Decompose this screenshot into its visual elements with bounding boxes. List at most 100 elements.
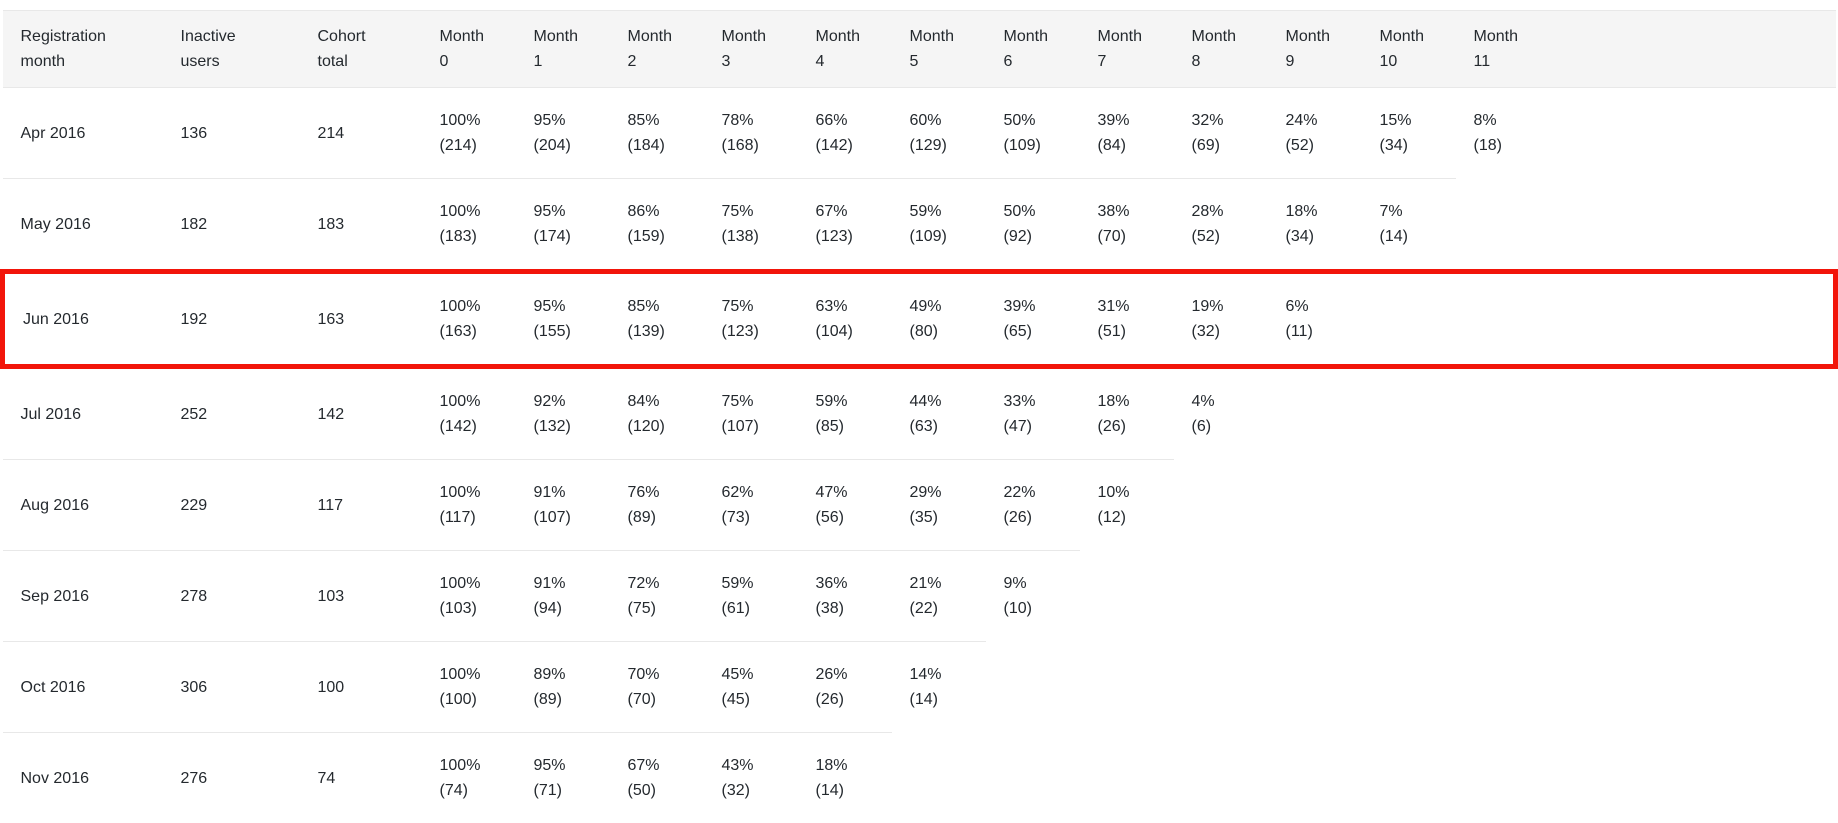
retention-cell <box>1456 642 1836 733</box>
retention-cell: 50% (92) <box>986 179 1080 272</box>
column-header-label: Month 11 <box>1474 24 1518 74</box>
retention-cell <box>1080 642 1174 733</box>
retention-cell: 4% (6) <box>1174 367 1268 460</box>
retention-cell <box>1268 460 1362 551</box>
column-header-label: Registration month <box>21 24 106 74</box>
column-header: Month 10 <box>1362 11 1456 88</box>
retention-cell: 22% (26) <box>986 460 1080 551</box>
cohort-total-cell: 183 <box>300 179 422 272</box>
inactive-users-cell: 306 <box>163 642 300 733</box>
column-header-label: Month 4 <box>816 24 860 74</box>
retention-cell <box>1174 551 1268 642</box>
inactive-users-cell: 136 <box>163 88 300 179</box>
retention-cell: 50% (109) <box>986 88 1080 179</box>
retention-cell: 72% (75) <box>610 551 704 642</box>
column-header: Month 9 <box>1268 11 1362 88</box>
retention-cell: 85% (139) <box>610 272 704 367</box>
column-header: Month 0 <box>422 11 516 88</box>
retention-cell <box>986 642 1080 733</box>
retention-cell: 100% (117) <box>422 460 516 551</box>
column-header: Month 8 <box>1174 11 1268 88</box>
column-header-label: Month 3 <box>722 24 766 74</box>
retention-cell: 43% (32) <box>704 733 798 823</box>
retention-cell: 39% (84) <box>1080 88 1174 179</box>
column-header-label: Month 10 <box>1380 24 1424 74</box>
retention-cell: 100% (103) <box>422 551 516 642</box>
retention-cell: 39% (65) <box>986 272 1080 367</box>
retention-cell: 62% (73) <box>704 460 798 551</box>
retention-cell: 59% (85) <box>798 367 892 460</box>
cohort-total-cell: 100 <box>300 642 422 733</box>
retention-cell: 100% (100) <box>422 642 516 733</box>
retention-cell: 15% (34) <box>1362 88 1456 179</box>
retention-cell: 78% (168) <box>704 88 798 179</box>
registration-month-cell: Apr 2016 <box>3 88 163 179</box>
retention-cell: 44% (63) <box>892 367 986 460</box>
retention-cell: 66% (142) <box>798 88 892 179</box>
inactive-users-cell: 229 <box>163 460 300 551</box>
retention-cell: 100% (142) <box>422 367 516 460</box>
retention-cell: 59% (109) <box>892 179 986 272</box>
column-header: Month 6 <box>986 11 1080 88</box>
retention-cell: 49% (80) <box>892 272 986 367</box>
retention-cell: 7% (14) <box>1362 179 1456 272</box>
retention-cell: 92% (132) <box>516 367 610 460</box>
cohort-total-cell: 214 <box>300 88 422 179</box>
cohort-total-cell: 74 <box>300 733 422 823</box>
column-header-label: Month 5 <box>910 24 954 74</box>
retention-cell: 91% (107) <box>516 460 610 551</box>
cohort-total-cell: 117 <box>300 460 422 551</box>
retention-cell: 63% (104) <box>798 272 892 367</box>
retention-cell: 18% (14) <box>798 733 892 823</box>
column-header: Month 4 <box>798 11 892 88</box>
cohort-total-cell: 103 <box>300 551 422 642</box>
retention-cell: 59% (61) <box>704 551 798 642</box>
retention-cell: 10% (12) <box>1080 460 1174 551</box>
retention-cell <box>1362 642 1456 733</box>
inactive-users-cell: 182 <box>163 179 300 272</box>
column-header-label: Month 0 <box>440 24 484 74</box>
retention-cell: 84% (120) <box>610 367 704 460</box>
retention-cell <box>1456 551 1836 642</box>
column-header-label: Month 7 <box>1098 24 1142 74</box>
retention-cell: 28% (52) <box>1174 179 1268 272</box>
retention-cell <box>1174 460 1268 551</box>
retention-cell: 85% (184) <box>610 88 704 179</box>
column-header: Month 3 <box>704 11 798 88</box>
retention-cell <box>1362 733 1456 823</box>
retention-cell <box>1456 272 1836 367</box>
registration-month-cell: Nov 2016 <box>3 733 163 823</box>
retention-cell <box>1362 367 1456 460</box>
column-header: Registration month <box>3 11 163 88</box>
retention-cell <box>1268 642 1362 733</box>
retention-cell: 9% (10) <box>986 551 1080 642</box>
retention-cell <box>1174 733 1268 823</box>
retention-cell <box>1362 272 1456 367</box>
column-header-label: Month 2 <box>628 24 672 74</box>
retention-cell: 95% (174) <box>516 179 610 272</box>
retention-cell <box>1456 460 1836 551</box>
retention-cell: 95% (71) <box>516 733 610 823</box>
inactive-users-cell: 252 <box>163 367 300 460</box>
retention-cell <box>1362 460 1456 551</box>
column-header-label: Month 9 <box>1286 24 1330 74</box>
retention-cell: 33% (47) <box>986 367 1080 460</box>
column-header-label: Month 6 <box>1004 24 1048 74</box>
inactive-users-cell: 192 <box>163 272 300 367</box>
retention-cell: 95% (204) <box>516 88 610 179</box>
retention-cell: 24% (52) <box>1268 88 1362 179</box>
retention-cell: 45% (45) <box>704 642 798 733</box>
retention-cell <box>1456 367 1836 460</box>
retention-cell: 67% (123) <box>798 179 892 272</box>
retention-cell <box>986 733 1080 823</box>
column-header: Month 7 <box>1080 11 1174 88</box>
inactive-users-cell: 276 <box>163 733 300 823</box>
